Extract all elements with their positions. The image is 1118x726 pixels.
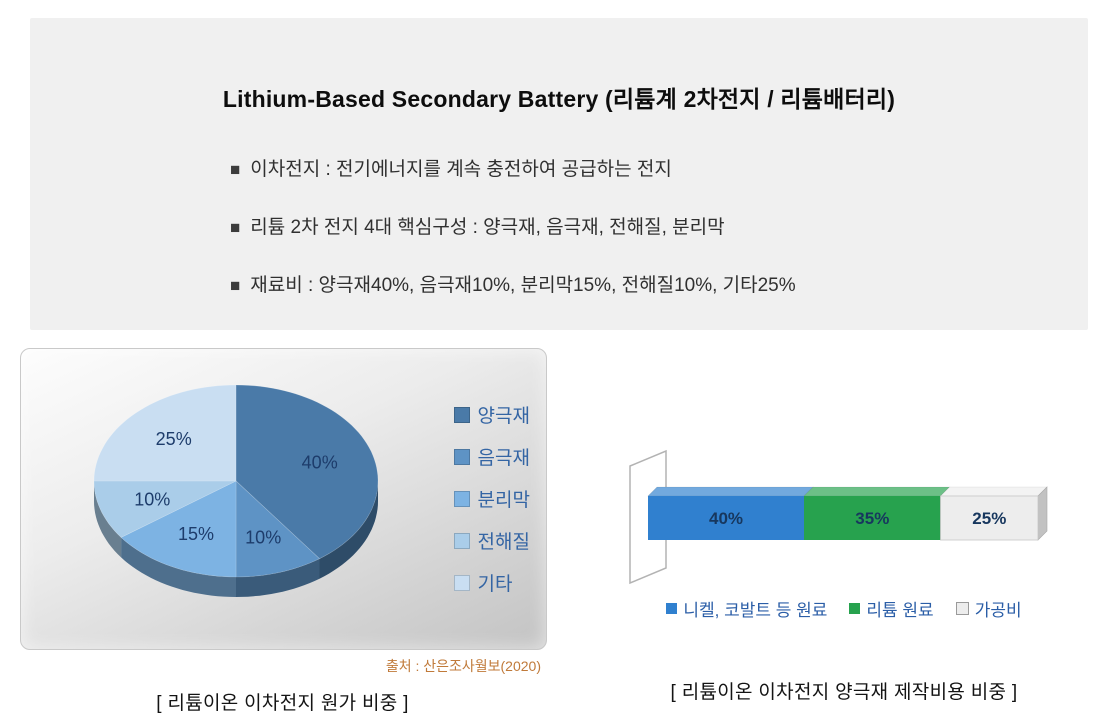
bullet-marker-icon: ■ — [230, 276, 241, 295]
legend-item: 음극재 — [453, 443, 530, 470]
svg-text:35%: 35% — [855, 509, 889, 528]
bullet-marker-icon: ■ — [230, 160, 241, 179]
legend-label: 리튬 원료 — [866, 601, 934, 620]
svg-text:15%: 15% — [178, 524, 214, 544]
legend-swatch-icon — [453, 448, 470, 465]
legend-swatch-icon — [453, 406, 470, 423]
legend-swatch-icon — [666, 603, 678, 614]
pie-legend: 양극재 음극재 분리막 전해질 기타 — [453, 401, 530, 596]
bullet-marker-icon: ■ — [230, 218, 241, 237]
legend-swatch-icon — [453, 490, 470, 507]
page-title: Lithium-Based Secondary Battery (리튬계 2차전… — [222, 86, 896, 112]
legend-item: 양극재 — [453, 401, 530, 428]
bullet-item: ■ 재료비 : 양극재40%, 음극재10%, 분리막15%, 전해질10%, … — [230, 270, 1088, 297]
legend-item: 니켈, 코발트 등 원료 — [666, 596, 827, 621]
bullet-item: ■ 리튬 2차 전지 4대 핵심구성 : 양극재, 음극재, 전해질, 분리막 — [230, 212, 1088, 239]
bullet-text: 재료비 : 양극재40%, 음극재10%, 분리막15%, 전해질10%, 기타… — [250, 275, 796, 296]
svg-text:25%: 25% — [972, 509, 1006, 528]
legend-item: 전해질 — [453, 527, 530, 554]
bullet-item: ■ 이차전지 : 전기에너지를 계속 충전하여 공급하는 전지 — [230, 154, 1088, 181]
legend-label: 전해질 — [477, 532, 530, 553]
bar-chart-caption: [ 리튬이온 이차전지 양극재 제작비용 비중 ] — [670, 682, 1018, 703]
legend-label: 분리막 — [477, 490, 530, 511]
legend-item: 분리막 — [453, 485, 530, 512]
legend-label: 음극재 — [477, 448, 530, 469]
legend-swatch-icon — [453, 532, 470, 549]
legend-label: 양극재 — [477, 406, 530, 427]
legend-item: 가공비 — [955, 596, 1022, 621]
legend-swatch-icon — [849, 603, 861, 614]
legend-label: 기타 — [477, 574, 513, 595]
pie-chart-panel: 40% 10% 15% 10% 25% 양극재 음극재 분리막 전해질 — [20, 348, 547, 650]
pie-chart: 40% 10% 15% 10% 25% — [93, 384, 379, 597]
bar-legend: 니켈, 코발트 등 원료 리튬 원료 가공비 — [608, 596, 1080, 621]
svg-text:40%: 40% — [302, 453, 338, 473]
pie-chart-block: 40% 10% 15% 10% 25% 양극재 음극재 분리막 전해질 — [20, 348, 547, 715]
legend-label: 니켈, 코발트 등 원료 — [683, 601, 828, 620]
stacked-bar-chart: 40% 35% 25% — [629, 449, 1048, 585]
legend-item: 리튬 원료 — [849, 596, 934, 621]
pie-chart-caption: [ 리튬이온 이차전지 원가 비중 ] — [156, 693, 409, 714]
bullet-list: ■ 이차전지 : 전기에너지를 계속 충전하여 공급하는 전지 ■ 리튬 2차 … — [230, 154, 1088, 297]
svg-text:40%: 40% — [709, 509, 743, 528]
bar-chart-block: 40% 35% 25% 니켈, 코발트 등 원료 리튬 원료 가공비 [ 리튬이온 … — [608, 432, 1080, 704]
legend-label: 가공비 — [974, 601, 1022, 620]
source-credit: 출처 : 산은조사월보(2020) — [385, 658, 541, 674]
legend-swatch-icon — [955, 602, 969, 615]
legend-item: 기타 — [453, 569, 530, 596]
bullet-text: 이차전지 : 전기에너지를 계속 충전하여 공급하는 전지 — [250, 159, 672, 180]
info-box: Lithium-Based Secondary Battery (리튬계 2차전… — [30, 18, 1088, 330]
svg-text:25%: 25% — [156, 429, 192, 449]
bullet-text: 리튬 2차 전지 4대 핵심구성 : 양극재, 음극재, 전해질, 분리막 — [250, 217, 725, 238]
svg-text:10%: 10% — [134, 489, 170, 509]
svg-text:10%: 10% — [245, 528, 281, 548]
legend-swatch-icon — [453, 574, 470, 591]
